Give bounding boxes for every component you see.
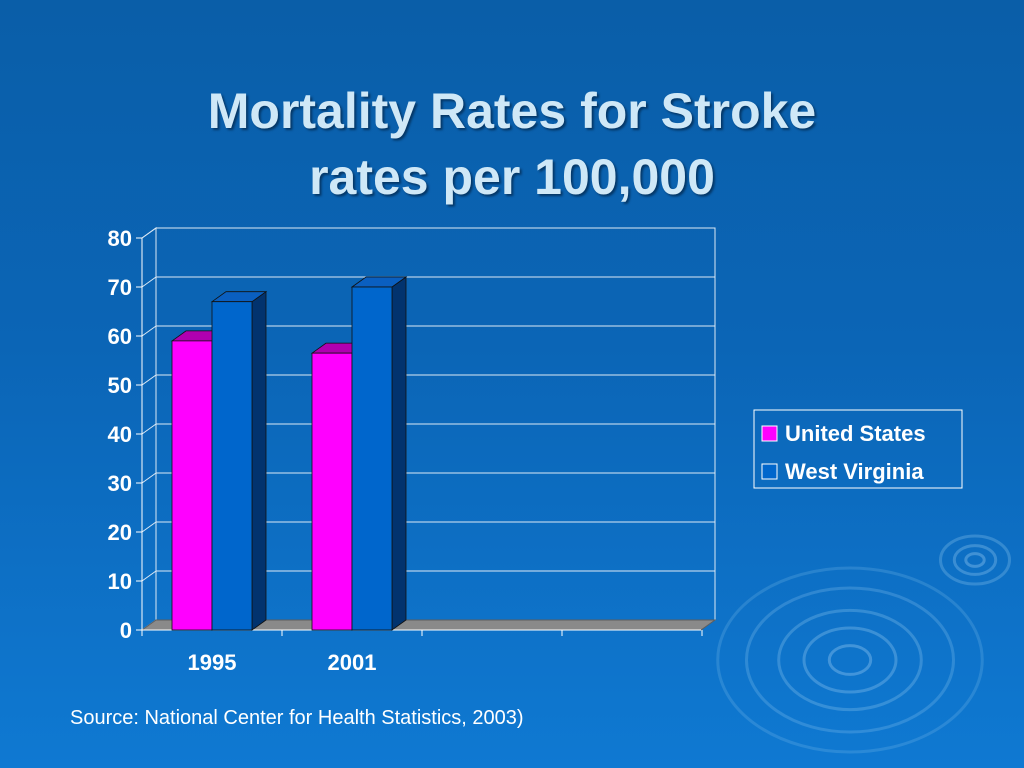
gridline-side — [141, 227, 157, 239]
y-tick-label: 70 — [108, 275, 132, 300]
slide-title: Mortality Rates for Stroke rates per 100… — [0, 78, 1024, 210]
y-tick-label: 80 — [108, 226, 132, 251]
title-line-1: Mortality Rates for Stroke — [207, 83, 817, 139]
gridline-side — [141, 374, 157, 386]
gridline-side — [141, 325, 157, 337]
y-tick-label: 50 — [108, 373, 132, 398]
bar-side — [251, 290, 267, 631]
y-tick-label: 10 — [108, 569, 132, 594]
bar-united-states-1995 — [171, 340, 213, 631]
x-tick-label: 1995 — [188, 650, 237, 675]
bar-west-virginia-1995 — [211, 301, 253, 631]
y-tick-label: 40 — [108, 422, 132, 447]
gridline-side — [141, 472, 157, 484]
y-tick-label: 30 — [108, 471, 132, 496]
gridline-side — [141, 521, 157, 533]
y-tick-label: 60 — [108, 324, 132, 349]
x-tick-label: 2001 — [328, 650, 377, 675]
ripple-decoration — [745, 586, 955, 734]
legend-box — [753, 409, 963, 489]
ripple-decoration — [777, 608, 923, 712]
gridline-side — [141, 276, 157, 288]
bar-west-virginia-2001 — [351, 286, 393, 631]
ripple-decoration — [964, 552, 986, 568]
ripple-decoration — [827, 644, 873, 676]
bar-united-states-2001 — [311, 352, 353, 631]
title-line-2: rates per 100,000 — [309, 149, 715, 205]
ripple-decoration — [716, 566, 984, 754]
legend-swatch — [761, 425, 778, 442]
legend-label: West Virginia — [785, 459, 924, 484]
y-tick-label: 20 — [108, 520, 132, 545]
gridline-side — [141, 423, 157, 435]
gridline-side — [141, 570, 157, 582]
source-note: Source: National Center for Health Stati… — [70, 707, 524, 729]
ripple-decoration — [939, 534, 1011, 586]
ripple-decoration — [802, 626, 898, 694]
legend-label: United States — [785, 421, 926, 446]
ripple-decoration — [952, 544, 998, 576]
legend-swatch — [761, 463, 778, 480]
bar-side — [391, 276, 407, 631]
y-tick-label: 0 — [120, 618, 132, 643]
